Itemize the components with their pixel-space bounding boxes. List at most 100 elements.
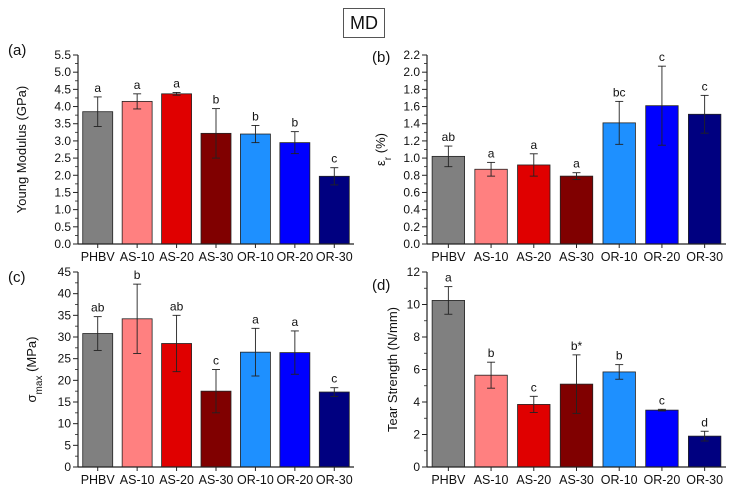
error-bar-as-30 — [572, 172, 581, 181]
bar-or-10 — [602, 371, 636, 468]
significance-label: c — [659, 393, 665, 407]
error-bar-or-20 — [657, 65, 666, 146]
error-bar-or-20 — [290, 131, 299, 155]
y-tick-label: 10 — [407, 298, 421, 312]
error-bar-or-20 — [290, 330, 299, 375]
y-tick-label: 10 — [58, 417, 72, 431]
significance-label: a — [530, 138, 537, 152]
error-bar-phbv — [444, 286, 453, 315]
bar-or-30 — [318, 175, 350, 245]
significance-label: a — [94, 81, 101, 95]
significance-label: b — [616, 349, 623, 363]
y-tick-label: 2 — [413, 428, 420, 442]
y-tick-label: 15 — [58, 395, 72, 409]
error-bar-phbv — [93, 316, 102, 351]
error-bar-as-10 — [133, 93, 142, 110]
significance-label: a — [573, 157, 580, 171]
significance-label: b — [488, 346, 495, 360]
y-tick-label: 4.0 — [54, 100, 71, 114]
panel-label: (d) — [372, 277, 390, 294]
error-bar-phbv — [444, 145, 453, 168]
x-tick-label: AS-10 — [474, 250, 509, 264]
y-tick-label: 45 — [58, 265, 72, 279]
y-tick-label: 3.5 — [54, 117, 71, 131]
significance-label: c — [531, 380, 537, 394]
significance-label: ab — [170, 299, 184, 313]
y-tick-label: 1.4 — [403, 117, 420, 131]
significance-label: b — [292, 116, 299, 130]
bar-or-20 — [279, 142, 311, 245]
error-bar-or-30 — [330, 167, 339, 186]
error-bar-as-20 — [172, 92, 181, 96]
significance-label: b — [134, 268, 141, 282]
y-tick-label: 4 — [413, 395, 420, 409]
x-tick-label: OR-30 — [316, 250, 353, 264]
chart-panel-1: a PHBV a AS-10 a AS-20 b AS-30 b OR-10 b OR-20 c OR-3… — [8, 42, 354, 264]
y-tick-label: 1.5 — [54, 185, 71, 199]
bar-as-20 — [517, 164, 551, 245]
significance-label: a — [173, 76, 180, 90]
bar-or-20 — [645, 409, 679, 468]
error-bar-phbv — [93, 96, 102, 127]
x-tick-label: AS-30 — [199, 473, 234, 487]
x-tick-label: OR-10 — [237, 250, 274, 264]
x-tick-label: OR-10 — [601, 250, 638, 264]
y-tick-label: 0.2 — [403, 220, 420, 234]
y-tick-label: 35 — [58, 308, 72, 322]
bar-phbv — [431, 155, 465, 245]
error-bar-or-10 — [251, 124, 260, 144]
significance-label: a — [292, 315, 299, 329]
x-tick-label: OR-20 — [644, 250, 681, 264]
y-tick-label: 5.5 — [54, 48, 71, 62]
significance-label: a — [445, 271, 452, 285]
panel-label: (c) — [8, 269, 26, 286]
x-tick-label: OR-30 — [686, 250, 723, 264]
x-tick-label: OR-20 — [276, 250, 313, 264]
x-tick-label: OR-30 — [316, 473, 353, 487]
significance-label: c — [331, 372, 337, 386]
x-tick-label: OR-10 — [601, 473, 638, 487]
error-bar-as-10 — [133, 283, 142, 354]
y-tick-label: 0.0 — [403, 237, 420, 251]
y-tick-label: 5 — [64, 438, 71, 452]
significance-label: d — [701, 415, 708, 429]
bar-or-10 — [240, 133, 271, 245]
y-tick-label: 0.5 — [54, 220, 71, 234]
chart-panel-3: ab PHBV b AS-10 ab AS-20 c AS-30 a OR-10 a OR-20 c OR… — [8, 265, 354, 487]
panel-label: (b) — [372, 49, 390, 66]
y-tick-label: 6 — [413, 363, 420, 377]
error-bar-as-20 — [529, 153, 538, 177]
y-tick-label: 1.6 — [403, 100, 420, 114]
y-tick-label: 3.0 — [54, 134, 71, 148]
x-tick-label: AS-10 — [120, 473, 155, 487]
y-tick-label: 2.0 — [54, 168, 71, 182]
bar-phbv — [82, 333, 114, 468]
y-tick-label: 25 — [58, 352, 72, 366]
y-tick-label: 0.4 — [403, 203, 420, 217]
y-tick-label: 2.5 — [54, 151, 71, 165]
y-tick-label: 1.0 — [403, 151, 420, 165]
x-tick-label: OR-20 — [644, 473, 681, 487]
y-tick-label: 0.0 — [54, 237, 71, 251]
error-bar-as-30 — [212, 108, 220, 159]
error-bar-or-10 — [615, 364, 624, 380]
bar-as-20 — [161, 93, 192, 245]
significance-label: ab — [442, 130, 456, 144]
y-axis-label: Tear Strength (N/mm) — [385, 307, 400, 432]
significance-label: ab — [91, 301, 105, 315]
figure-label: MD — [350, 12, 378, 33]
error-bar-or-30 — [330, 387, 339, 397]
significance-label: b* — [571, 339, 583, 353]
error-bar-as-20 — [529, 395, 538, 414]
y-tick-label: 40 — [58, 287, 72, 301]
error-bar-as-30 — [212, 369, 220, 414]
x-tick-label: PHBV — [431, 473, 466, 487]
significance-label: bc — [613, 85, 626, 99]
y-tick-label: 4.5 — [54, 82, 71, 96]
significance-label: c — [213, 354, 219, 368]
y-tick-label: 2.2 — [403, 48, 420, 62]
error-bar-or-30 — [700, 94, 709, 134]
chart-panel-4: a PHBV b AS-10 c AS-20 b* AS-30 b OR-10 c OR-20 d OR-… — [372, 265, 726, 487]
bar-or-30 — [318, 391, 350, 468]
